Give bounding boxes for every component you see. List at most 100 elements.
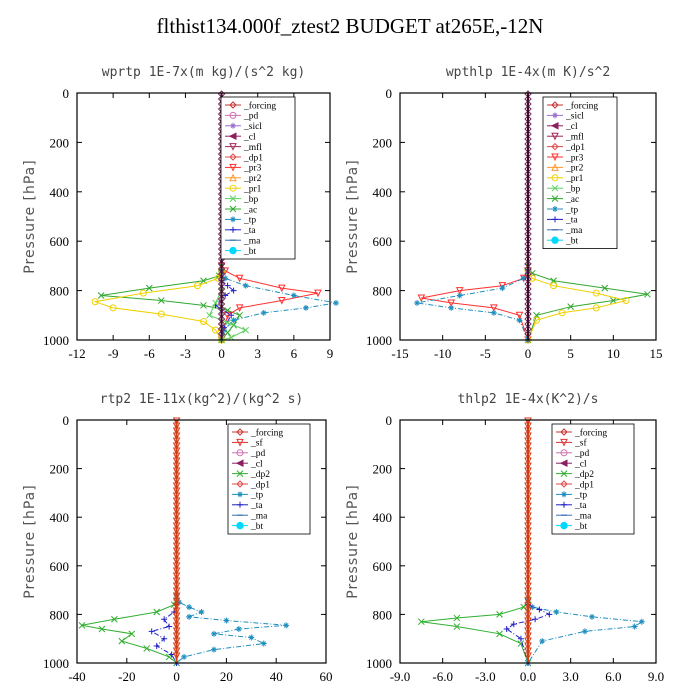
x-tick-label: -3.0 (475, 669, 496, 684)
legend-entry: _ma (574, 512, 592, 522)
y-tick-label: 0 (386, 86, 393, 101)
x-tick-label: -3 (180, 346, 191, 361)
panel-title: rtp2 1E-11x(kg^2)/(kg^2 s) (100, 392, 304, 407)
marker (229, 163, 237, 172)
legend-entry: _dp1 (243, 153, 263, 163)
marker (235, 625, 242, 632)
marker (448, 304, 455, 311)
marker (236, 470, 244, 477)
marker (229, 111, 237, 119)
marker (609, 297, 617, 304)
marker (210, 630, 217, 637)
marker (118, 637, 126, 645)
series-tp (173, 591, 290, 666)
marker (157, 310, 165, 318)
marker (230, 122, 236, 129)
y-axis-label: Pressure [hPa] (345, 159, 361, 273)
legend-entry: _ta (574, 501, 587, 511)
marker (228, 312, 235, 319)
x-tick-label: 5 (567, 346, 574, 361)
marker (145, 284, 153, 292)
marker (417, 618, 425, 626)
y-tick-label: 400 (50, 185, 70, 200)
marker (283, 622, 290, 629)
series-line (221, 265, 319, 341)
marker (561, 501, 567, 508)
series-ta (503, 601, 553, 666)
legend-entry: _dp1 (250, 480, 270, 490)
legend-entry: _cl (250, 460, 263, 470)
marker (551, 153, 559, 162)
series-line (93, 270, 223, 341)
legend-entry: _pd (250, 449, 266, 459)
marker (236, 311, 243, 319)
x-tick-label: -20 (118, 669, 135, 684)
x-tick-label: -6 (144, 346, 155, 361)
marker (237, 501, 243, 508)
marker (551, 184, 559, 192)
marker (248, 634, 255, 641)
marker (333, 299, 340, 306)
marker (212, 299, 219, 307)
marker (235, 459, 244, 468)
marker (528, 274, 536, 282)
x-tick-label: 3 (254, 346, 261, 361)
marker (153, 608, 161, 616)
marker (631, 623, 638, 630)
x-tick-label: -40 (68, 669, 85, 684)
plot-frame (76, 419, 327, 664)
series-line (150, 604, 178, 664)
marker (229, 101, 237, 109)
legend-entry: _pr3 (243, 164, 262, 174)
marker (290, 292, 297, 299)
marker (235, 274, 244, 283)
marker (589, 613, 595, 620)
legend-box (542, 96, 618, 250)
series-tp (525, 596, 645, 666)
marker (229, 153, 237, 161)
marker (230, 226, 236, 233)
marker (110, 615, 118, 623)
zero-line-stack (524, 417, 532, 663)
plot-frame (399, 419, 657, 664)
x-tick-label: 0.0 (520, 669, 536, 684)
y-tick-label: 1000 (366, 333, 392, 348)
y-tick-label: 200 (373, 462, 393, 477)
x-tick-label: -9 (108, 346, 119, 361)
legend-entry: _pr2 (243, 174, 262, 184)
marker (229, 143, 237, 151)
marker (230, 317, 237, 324)
marker (229, 195, 237, 202)
plot-frame (399, 92, 657, 341)
marker (456, 292, 463, 299)
y-tick-label: 1000 (366, 656, 392, 671)
marker (168, 651, 175, 658)
zero-line-stack (172, 417, 181, 663)
legend-entry: _forcing (574, 427, 607, 438)
x-tick-label: 10 (607, 346, 620, 361)
y-axis-label: Pressure [hPa] (22, 484, 38, 598)
marker (78, 621, 86, 629)
legend-entry: _tp (250, 491, 263, 501)
legend-entry: _pd (574, 449, 590, 459)
legend-entry: _ta (565, 216, 578, 226)
marker (529, 604, 536, 611)
y-tick-label: 400 (50, 510, 70, 525)
legend-entry: _forcing (250, 427, 283, 438)
legend-entry: _ac (243, 205, 257, 215)
legend-entry: _bp (565, 185, 581, 195)
panel-title: wprtp 1E-7x(m kg)/(s^2 kg) (102, 65, 306, 80)
series-pr3 (217, 262, 322, 345)
y-tick-label: 600 (50, 234, 70, 249)
marker (532, 616, 539, 623)
y-tick-label: 0 (386, 413, 393, 428)
y-tick-label: 200 (373, 135, 393, 150)
marker (260, 640, 267, 647)
marker (97, 292, 105, 299)
marker (193, 282, 201, 290)
marker (206, 311, 213, 319)
marker (551, 195, 559, 202)
series-line (505, 604, 551, 664)
y-tick-label: 600 (373, 559, 393, 574)
